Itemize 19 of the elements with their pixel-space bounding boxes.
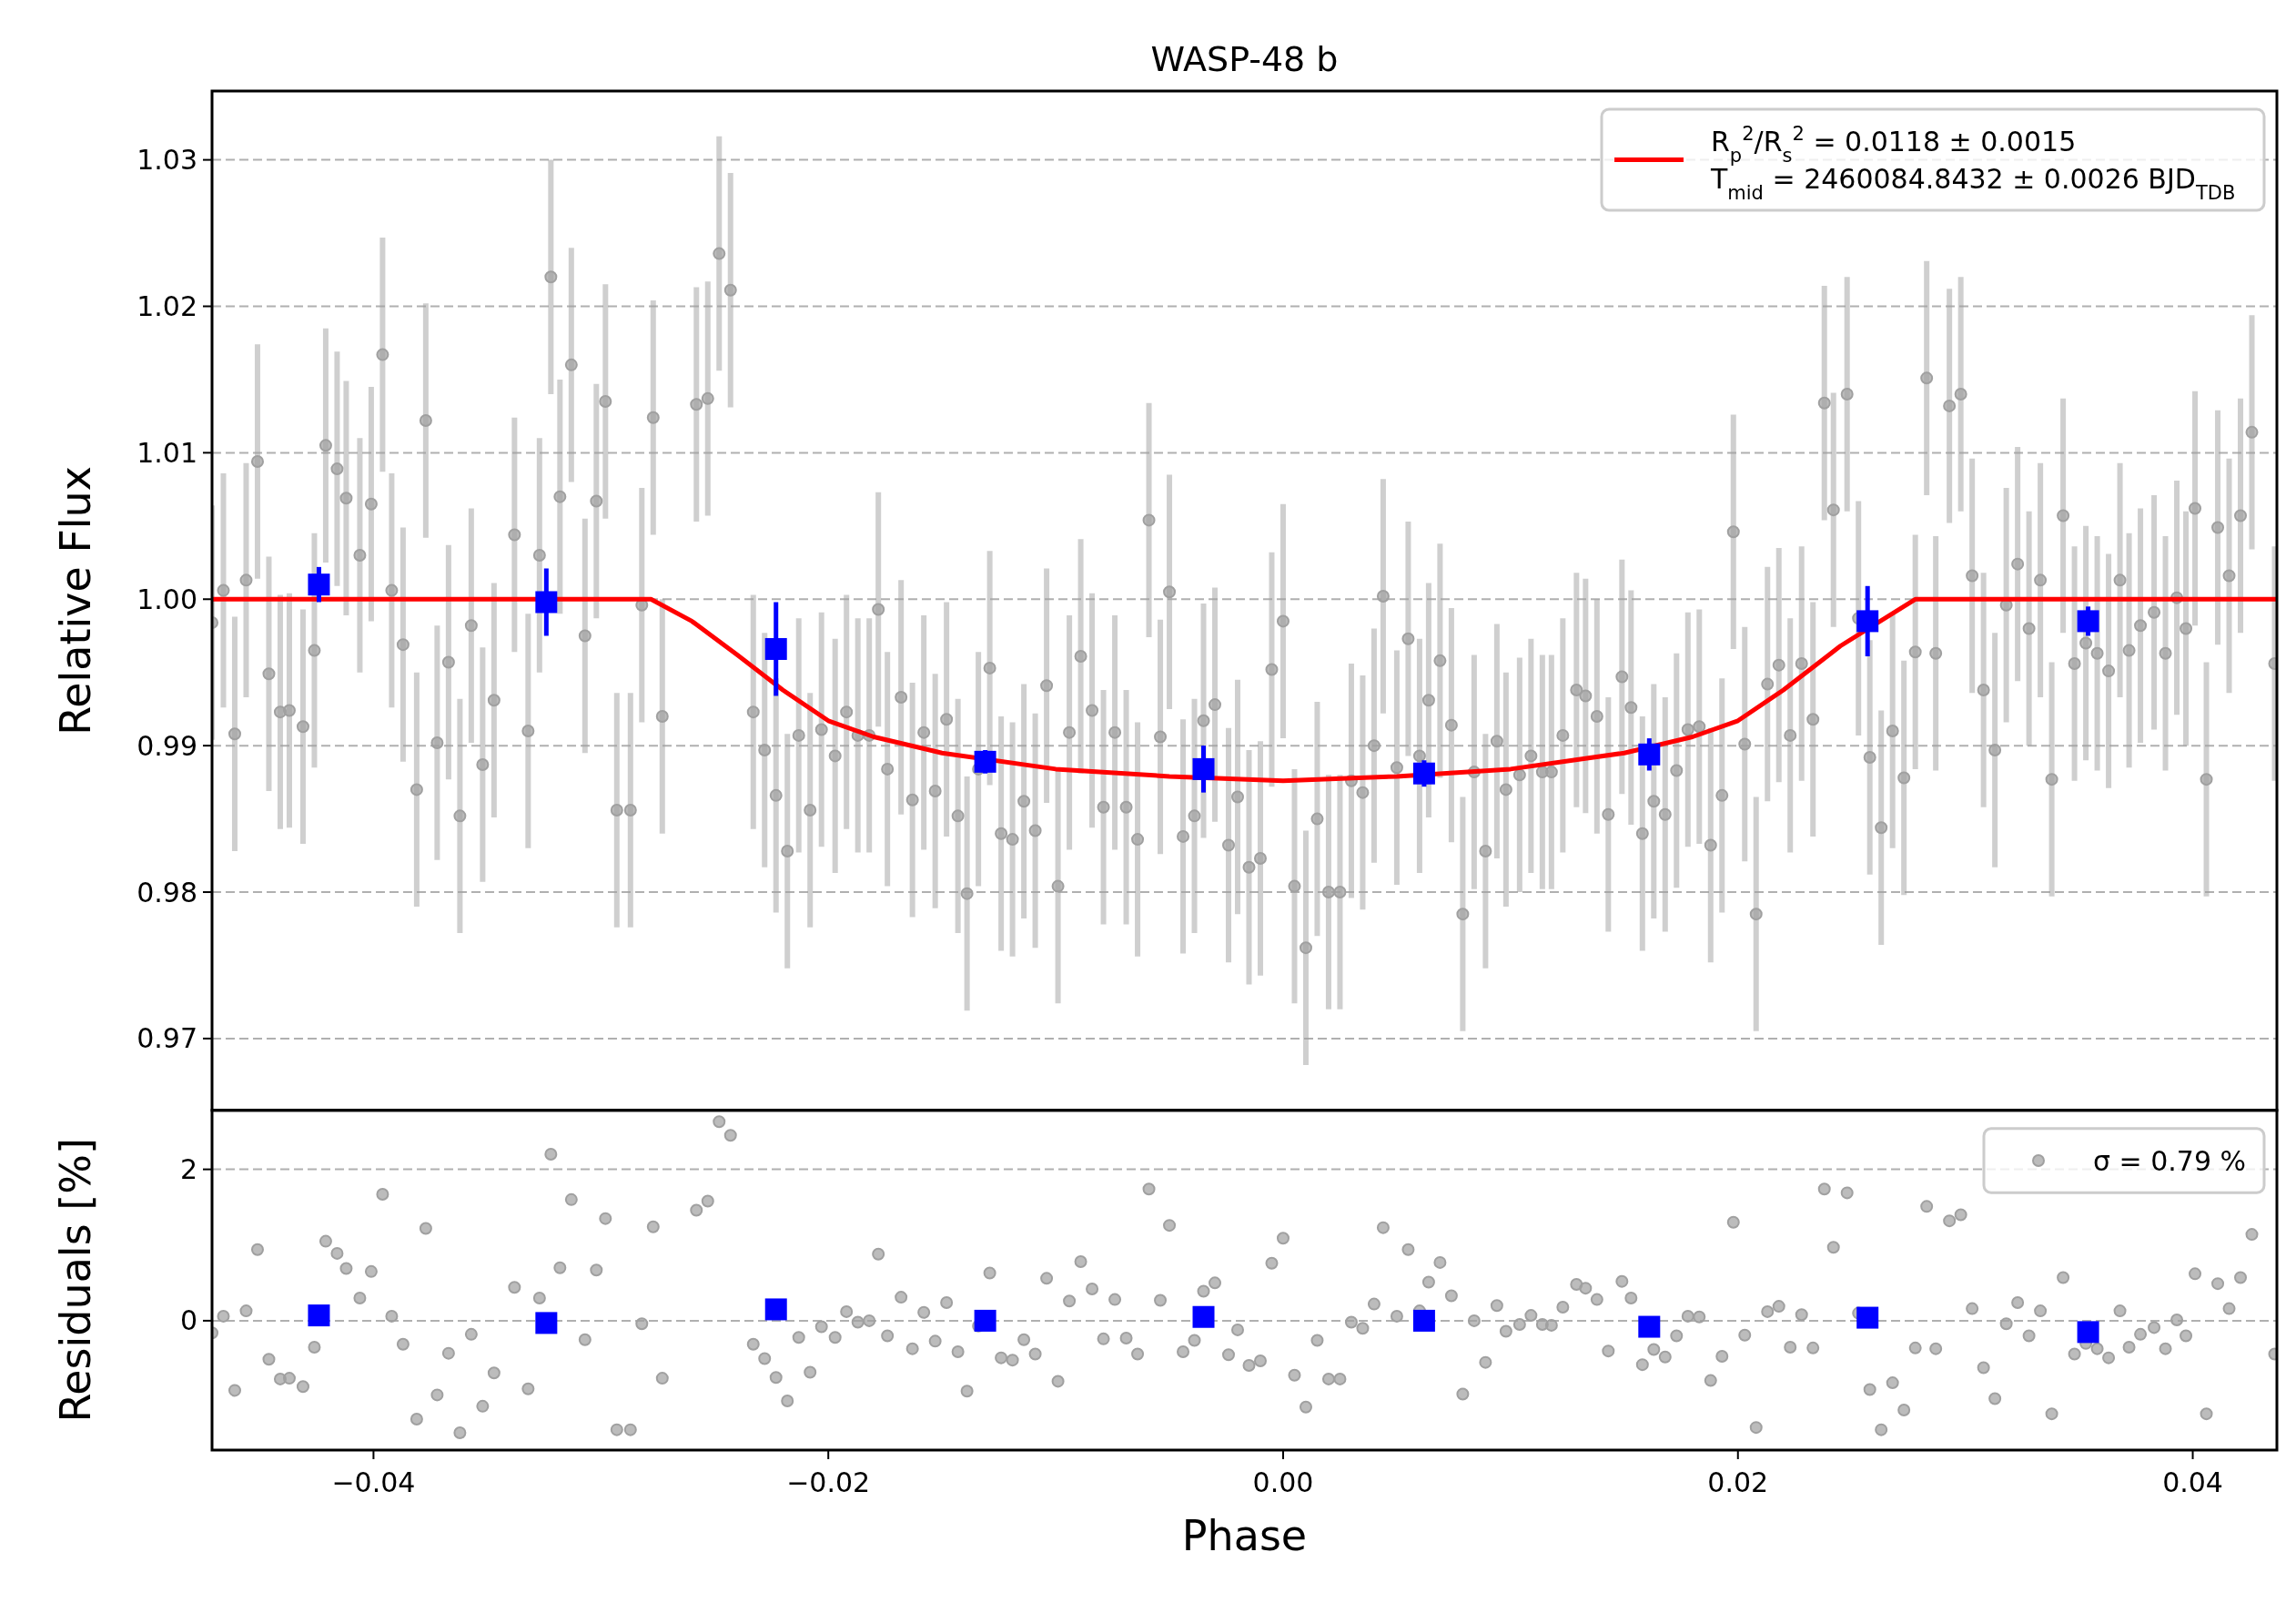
x-tick-label: −0.02 <box>786 1466 871 1498</box>
y-tick-label: 1.01 <box>137 436 197 469</box>
y-tick-label: 0 <box>179 1304 197 1337</box>
x-tick-label: −0.04 <box>331 1466 416 1498</box>
chart-title: WASP-48 b <box>1150 39 1339 79</box>
x-axis-title: Phase <box>1181 1511 1308 1560</box>
y-tick-label: 0.98 <box>137 876 197 908</box>
x-tick-label: 0.04 <box>2162 1466 2223 1498</box>
y-axis-title: Relative Flux <box>51 466 101 736</box>
y-axis-title: Residuals [%] <box>51 1138 101 1423</box>
x-tick-label: 0.00 <box>1252 1466 1314 1498</box>
y-tick-label: 0.97 <box>137 1022 197 1055</box>
y-tick-label: 0.99 <box>137 729 197 762</box>
x-tick-label: 0.02 <box>1707 1466 1769 1498</box>
y-tick-label: 2 <box>179 1153 197 1186</box>
y-tick-label: 1.02 <box>137 290 197 322</box>
y-tick-label: 1.00 <box>137 583 197 615</box>
legend-label: σ = 0.79 % <box>2093 1144 2247 1177</box>
y-tick-label: 1.03 <box>137 144 197 177</box>
